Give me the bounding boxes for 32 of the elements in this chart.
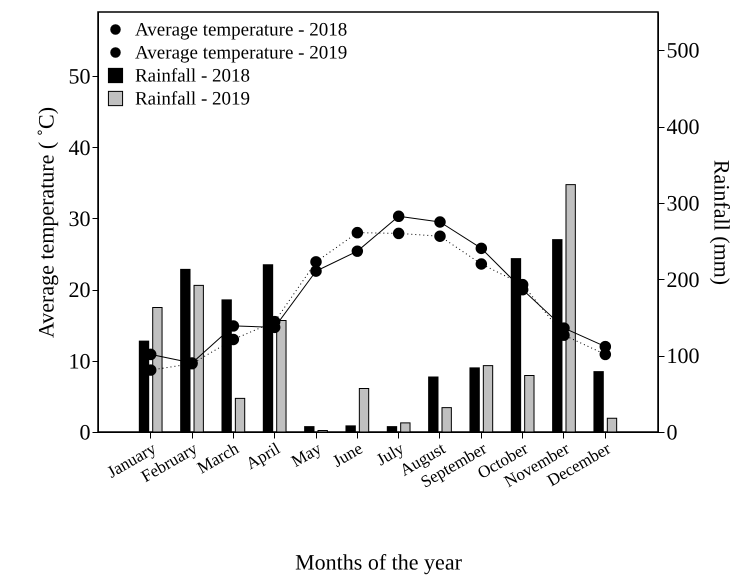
y2-tick-label: 500 bbox=[666, 38, 700, 63]
point bbox=[392, 228, 404, 240]
point bbox=[434, 216, 446, 228]
point bbox=[352, 245, 364, 257]
y-axis-title: Average temperature ( ˚C) bbox=[34, 106, 58, 338]
point bbox=[392, 210, 404, 222]
point bbox=[476, 258, 488, 270]
legend-label: Average temperature - 2018 bbox=[135, 20, 348, 40]
legend-label: Rainfall - 2018 bbox=[135, 66, 250, 86]
y2-tick-label: 0 bbox=[666, 420, 678, 444]
x-tick-label: May bbox=[288, 438, 325, 471]
point bbox=[352, 226, 364, 238]
y-tick-label: 40 bbox=[68, 134, 90, 160]
point bbox=[310, 256, 322, 268]
x-tick-label: April bbox=[242, 438, 284, 474]
y2-tick-label: 200 bbox=[666, 266, 700, 292]
legend-label: Average temperature - 2019 bbox=[135, 42, 348, 64]
legend-label: Rainfall - 2019 bbox=[135, 88, 250, 110]
y-tick-label: 20 bbox=[68, 277, 90, 302]
x-axis-title: Months of the year bbox=[295, 550, 463, 575]
y-tick-label: 30 bbox=[68, 206, 90, 231]
y-tick-label: 50 bbox=[68, 64, 90, 89]
y2-tick-label: 300 bbox=[666, 190, 700, 216]
y-tick-label: 10 bbox=[68, 348, 90, 374]
point bbox=[476, 242, 488, 254]
x-tick-label: June bbox=[329, 438, 366, 471]
point bbox=[310, 265, 322, 277]
y2-tick-label: 400 bbox=[666, 114, 700, 140]
point bbox=[434, 230, 446, 242]
y-tick-label: 0 bbox=[80, 420, 90, 444]
y2-axis-title: Rainfall (mm) bbox=[710, 160, 734, 286]
y2-tick-label: 100 bbox=[666, 343, 700, 368]
